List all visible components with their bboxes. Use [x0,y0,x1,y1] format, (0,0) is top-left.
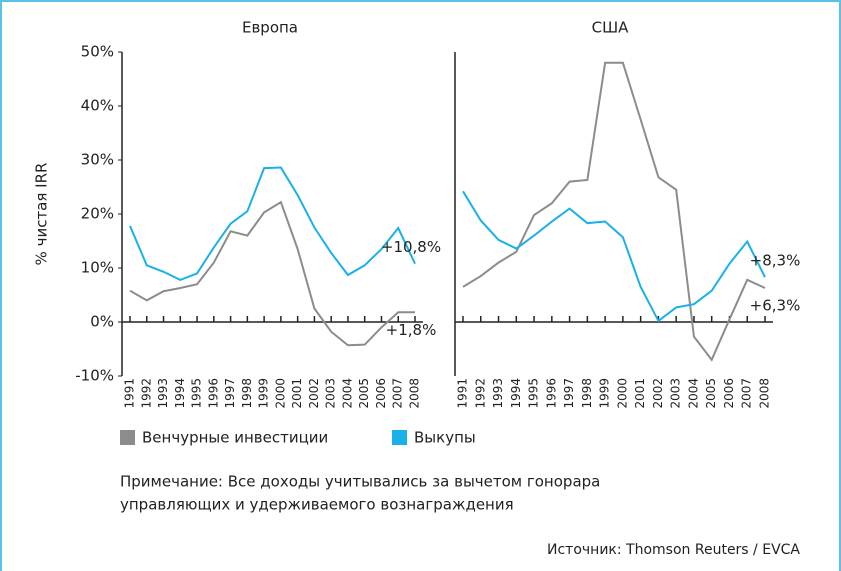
x-tick-label: 2003 [324,378,338,409]
x-tick-label: 2001 [633,378,647,409]
series-line [462,190,766,323]
value-label: +8,3% [750,252,801,270]
x-tick-label: 1997 [562,378,576,409]
x-tick-label: 2005 [704,378,718,409]
panel-title: Европа [242,19,298,37]
y-tick-label: 20% [81,205,114,223]
note: Примечание: Все доходы учитывались за вы… [120,473,600,491]
legend-swatch [120,430,135,445]
x-tick-label: 2005 [357,378,371,409]
y-tick-label: -10% [75,367,114,385]
x-tick-label: 1996 [206,378,220,409]
y-axis-label: % чистая IRR [33,163,51,266]
y-tick-label: 0% [90,313,114,331]
x-tick-label: 2008 [408,378,422,409]
value-label: +1,8% [386,321,437,339]
x-tick-label: 2002 [651,378,665,409]
panel-title: США [592,19,630,37]
x-tick-label: 2000 [273,378,287,409]
x-tick-label: 2002 [307,378,321,409]
x-tick-label: 1993 [156,378,170,409]
note: управляющих и удерживаемого вознагражден… [120,496,514,514]
x-tick-label: 2008 [758,378,772,409]
series-line [129,200,415,347]
value-label: +6,3% [750,296,801,314]
x-tick-label: 1992 [473,378,487,409]
x-tick-label: 1995 [527,378,541,409]
x-tick-label: 2004 [686,378,700,409]
x-tick-label: 1991 [123,378,137,409]
x-tick-label: 1998 [580,378,594,409]
source: Источник: Thomson Reuters / EVCA [547,542,800,558]
x-tick-label: 2004 [340,378,354,409]
y-tick-label: 10% [81,259,114,277]
x-tick-label: 1992 [139,378,153,409]
x-tick-label: 1998 [240,378,254,409]
x-tick-label: 1997 [223,378,237,409]
x-tick-label: 1994 [173,378,187,409]
x-tick-label: 1991 [456,378,470,409]
x-tick-label: 2003 [669,378,683,409]
x-tick-label: 2001 [290,378,304,409]
x-tick-label: 2007 [391,378,405,409]
y-tick-label: 50% [81,43,114,61]
y-tick-label: 40% [81,97,114,115]
x-tick-label: 1996 [544,378,558,409]
x-tick-label: 1993 [491,378,505,409]
legend-label: Венчурные инвестиции [142,429,328,447]
series-line [129,166,416,281]
x-tick-label: 2007 [740,378,754,409]
x-tick-label: 2006 [722,378,736,409]
x-tick-label: 1994 [509,378,523,409]
x-tick-label: 1999 [257,378,271,409]
value-label: +10,8% [381,238,441,256]
y-tick-label: 30% [81,151,114,169]
x-tick-label: 1995 [190,378,204,409]
x-tick-label: 2000 [615,378,629,409]
x-tick-label: 1999 [598,378,612,409]
series-line [462,61,766,362]
x-tick-label: 2006 [374,378,388,409]
legend-label: Выкупы [414,429,476,447]
legend-swatch [392,430,407,445]
